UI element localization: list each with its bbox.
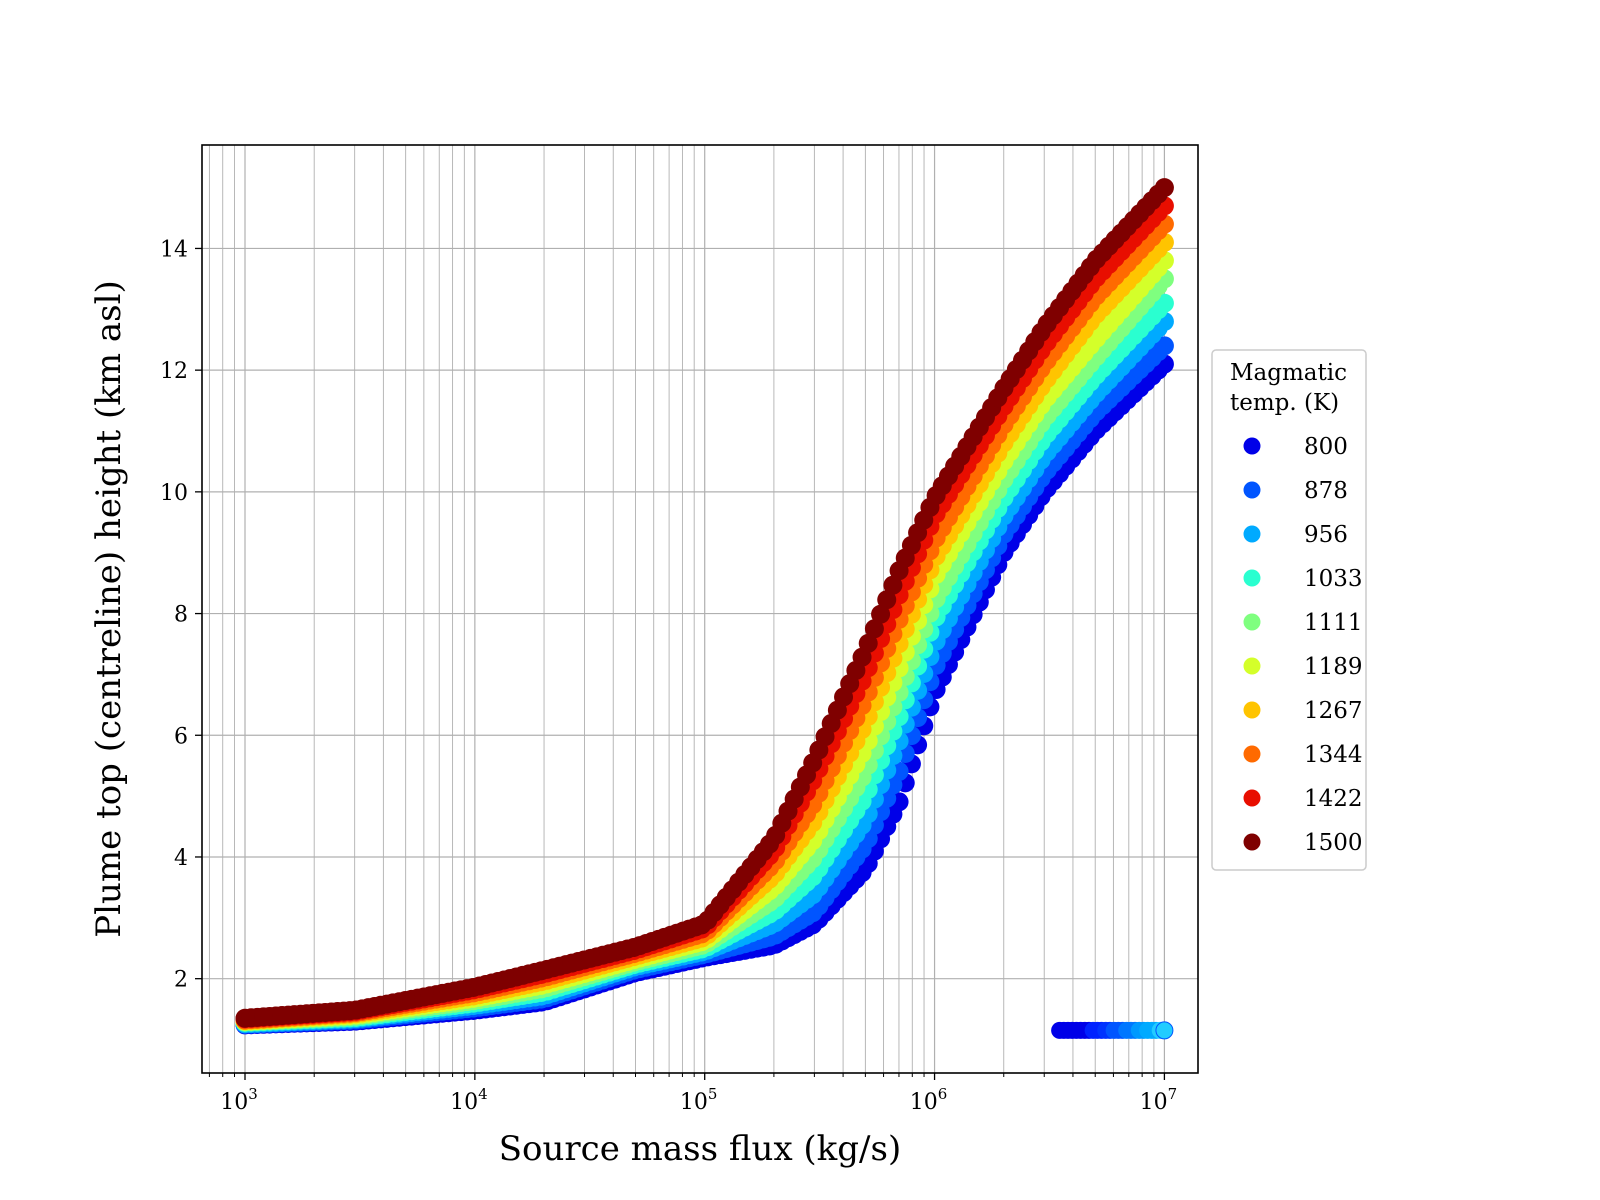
legend-entry: 1344: [1243, 742, 1363, 768]
legend-label: 1422: [1304, 786, 1363, 812]
legend-entry: 1033: [1243, 566, 1363, 592]
legend-label: 1189: [1304, 654, 1363, 680]
legend-entry: 1500: [1243, 830, 1363, 856]
y-tick-label: 6: [174, 724, 188, 749]
y-tick-label: 4: [174, 846, 188, 871]
y-tick-label: 2: [174, 968, 188, 993]
legend-label: 800: [1304, 434, 1348, 460]
legend-marker: [1243, 657, 1261, 675]
legend-entry: 878: [1243, 478, 1348, 504]
legend-label: 1111: [1304, 610, 1363, 636]
legend-entry: 1267: [1243, 698, 1363, 724]
series-1500: [235, 178, 1174, 1028]
data-point: [858, 633, 878, 653]
legend-marker: [1243, 613, 1261, 631]
legend-entries: 800 878 956 1033 1111 1189 1267 1344 1422 1500: [1243, 434, 1363, 856]
legend-title-line-2: temp. (K): [1230, 390, 1339, 416]
data-point: [877, 590, 897, 610]
legend-label: 1500: [1304, 830, 1363, 856]
legend-marker: [1243, 437, 1261, 455]
legend-label: 1033: [1304, 566, 1363, 592]
axis-ticks: 103 104 105 106 107 2 4 6 8 10 12 14: [160, 237, 1177, 1115]
legend: Magmatic temp. (K) 800 878 956 1033 1111 1189…: [1211, 349, 1367, 871]
data-point: [864, 619, 884, 639]
legend-entry: 800: [1243, 434, 1348, 460]
series-extra: [1051, 1021, 1174, 1040]
y-axis-title: Plume top (centreline) height (km asl): [89, 280, 129, 938]
y-tick-label: 12: [160, 359, 188, 384]
data-point: [1155, 1021, 1174, 1040]
legend-marker: [1243, 569, 1261, 587]
legend-marker: [1243, 525, 1261, 543]
data-point: [871, 604, 891, 624]
plot-frame: [201, 144, 1199, 1074]
legend-label: 878: [1304, 478, 1348, 504]
legend-entry: 1422: [1243, 786, 1363, 812]
data-points: [235, 178, 1174, 1040]
y-tick-label: 8: [174, 603, 188, 628]
data-point: [1154, 336, 1174, 356]
legend-marker: [1243, 833, 1261, 851]
legend-box: [1211, 349, 1367, 871]
y-tick-label: 10: [160, 481, 188, 506]
x-tick-label: 107: [1140, 1085, 1178, 1115]
x-tick-label: 104: [450, 1085, 488, 1115]
y-tick-label: 14: [160, 237, 188, 262]
legend-entry: 1111: [1243, 610, 1363, 636]
legend-entry: 956: [1243, 522, 1348, 548]
legend-label: 1267: [1304, 698, 1363, 724]
x-tick-label: 105: [680, 1085, 718, 1115]
x-tick-label: 106: [910, 1085, 948, 1115]
legend-title-line-1: Magmatic: [1230, 360, 1347, 386]
legend-marker: [1243, 745, 1261, 763]
legend-marker: [1243, 701, 1261, 719]
x-tick-label: 103: [220, 1085, 258, 1115]
legend-label: 1344: [1304, 742, 1363, 768]
data-point: [883, 575, 903, 595]
legend-label: 956: [1304, 522, 1348, 548]
legend-marker: [1243, 789, 1261, 807]
data-point: [1154, 178, 1174, 198]
legend-marker: [1243, 481, 1261, 499]
legend-entry: 1189: [1243, 654, 1363, 680]
x-axis-title: Source mass flux (kg/s): [499, 1129, 901, 1169]
